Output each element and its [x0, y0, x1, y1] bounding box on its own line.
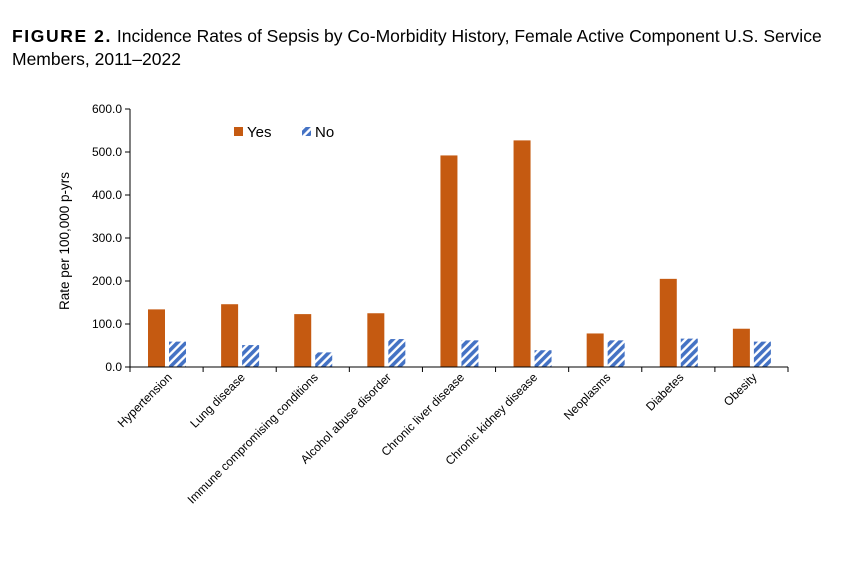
- bar-yes: [367, 313, 385, 367]
- y-tick-label: 0.0: [105, 360, 122, 374]
- figure-title-text: Incidence Rates of Sepsis by Co-Morbidit…: [12, 26, 822, 69]
- legend-label-no: No: [315, 124, 334, 141]
- y-tick-label: 300.0: [92, 231, 122, 245]
- y-tick-label: 400.0: [92, 188, 122, 202]
- bar-no: [388, 339, 406, 367]
- bar-yes: [440, 155, 458, 367]
- bar-yes: [659, 278, 677, 367]
- bar-no: [680, 338, 698, 367]
- bar-no: [534, 350, 552, 367]
- bar-no: [315, 352, 333, 367]
- bar-no: [169, 341, 186, 367]
- bar-yes: [294, 314, 312, 367]
- bar-yes: [148, 309, 165, 367]
- bar-no: [461, 340, 479, 367]
- y-axis-label: Rate per 100,000 p-yrs: [57, 172, 72, 310]
- x-tick-label: Neoplasms: [561, 370, 613, 422]
- x-tick-label: Obesity: [721, 370, 760, 409]
- x-tick-label: Hypertension: [115, 370, 175, 430]
- x-tick-label: Immune compromising conditions: [185, 370, 321, 506]
- bar-yes: [732, 328, 750, 367]
- bar-yes: [513, 140, 531, 367]
- legend-label-yes: Yes: [247, 124, 271, 141]
- legend-swatch-no: [302, 127, 311, 136]
- bar-yes: [221, 304, 239, 367]
- x-tick-label: Diabetes: [643, 370, 686, 413]
- y-axis: 0.0 100.0 200.0 300.0 400.0 500.0 600.0: [92, 102, 131, 374]
- bar-no: [753, 341, 771, 367]
- legend-swatch-yes: [234, 127, 243, 136]
- y-tick-label: 500.0: [92, 145, 122, 159]
- bar-yes: [586, 333, 604, 367]
- figure-title: FIGURE 2. Incidence Rates of Sepsis by C…: [12, 25, 832, 71]
- x-tick-label: Lung disease: [187, 370, 248, 431]
- figure-label: FIGURE 2.: [12, 26, 112, 46]
- y-tick-label: 600.0: [92, 102, 122, 116]
- legend: Yes No: [234, 124, 334, 141]
- bars: [148, 140, 771, 367]
- y-tick-label: 200.0: [92, 274, 122, 288]
- bar-no: [607, 340, 625, 367]
- bar-no: [242, 345, 260, 367]
- y-tick-label: 100.0: [92, 317, 122, 331]
